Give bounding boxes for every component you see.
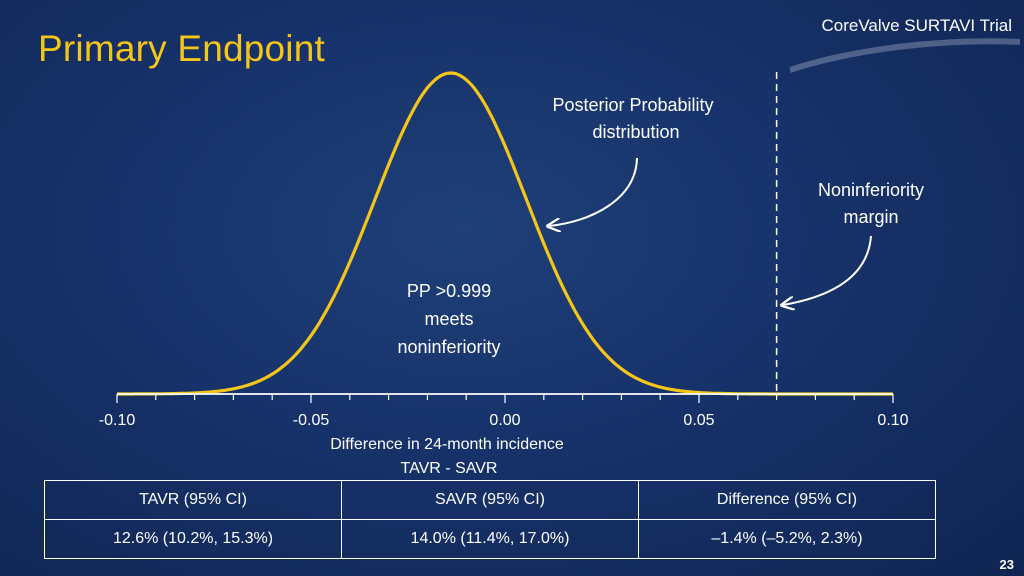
table-header-cell: SAVR (95% CI) — [341, 480, 639, 520]
table-row: 12.6% (10.2%, 15.3%) 14.0% (11.4%, 17.0%… — [44, 519, 936, 559]
margin-label-line1: Noninferiority — [818, 180, 924, 200]
table-cell: 14.0% (11.4%, 17.0%) — [341, 519, 639, 559]
x-tick-label: 0.10 — [877, 412, 908, 429]
table-cell: 12.6% (10.2%, 15.3%) — [44, 519, 342, 559]
x-axis-label-line1: Difference in 24-month incidence — [330, 436, 564, 453]
pp-label-line2: meets — [424, 309, 473, 329]
x-axis-tick-labels: -0.10 -0.05 0.00 0.05 0.10 — [99, 412, 909, 429]
x-axis-ticks — [116, 394, 894, 403]
table-cell: –1.4% (–5.2%, 2.3%) — [638, 519, 936, 559]
posterior-label-line2: distribution — [592, 122, 679, 142]
slide-title: Primary Endpoint — [38, 28, 325, 69]
posterior-arrow-icon — [549, 157, 638, 226]
brand-logo-text: CoreValve SURTAVI Trial — [821, 16, 1012, 35]
x-tick-label: 0.05 — [683, 412, 714, 429]
results-table: TAVR (95% CI) SAVR (95% CI) Difference (… — [44, 480, 936, 559]
posterior-chart: -0.10 -0.05 0.00 0.05 0.10 Difference in 24-… — [99, 71, 924, 477]
pp-label-line3: noninferiority — [397, 337, 500, 357]
brand-swoosh-icon — [790, 38, 1020, 73]
x-tick-label: -0.05 — [293, 412, 330, 429]
margin-arrow-icon — [783, 235, 872, 305]
pp-label-line1: PP >0.999 — [407, 281, 491, 301]
x-axis-label-line2: TAVR - SAVR — [401, 460, 498, 477]
page-number: 23 — [999, 557, 1014, 572]
table-header-row: TAVR (95% CI) SAVR (95% CI) Difference (… — [44, 480, 936, 520]
x-tick-label: 0.00 — [489, 412, 520, 429]
table-header-cell: TAVR (95% CI) — [44, 480, 342, 520]
x-tick-label: -0.10 — [99, 412, 136, 429]
posterior-label-line1: Posterior Probability — [552, 95, 713, 115]
margin-label-line2: margin — [843, 207, 898, 227]
table-header-cell: Difference (95% CI) — [638, 480, 936, 520]
